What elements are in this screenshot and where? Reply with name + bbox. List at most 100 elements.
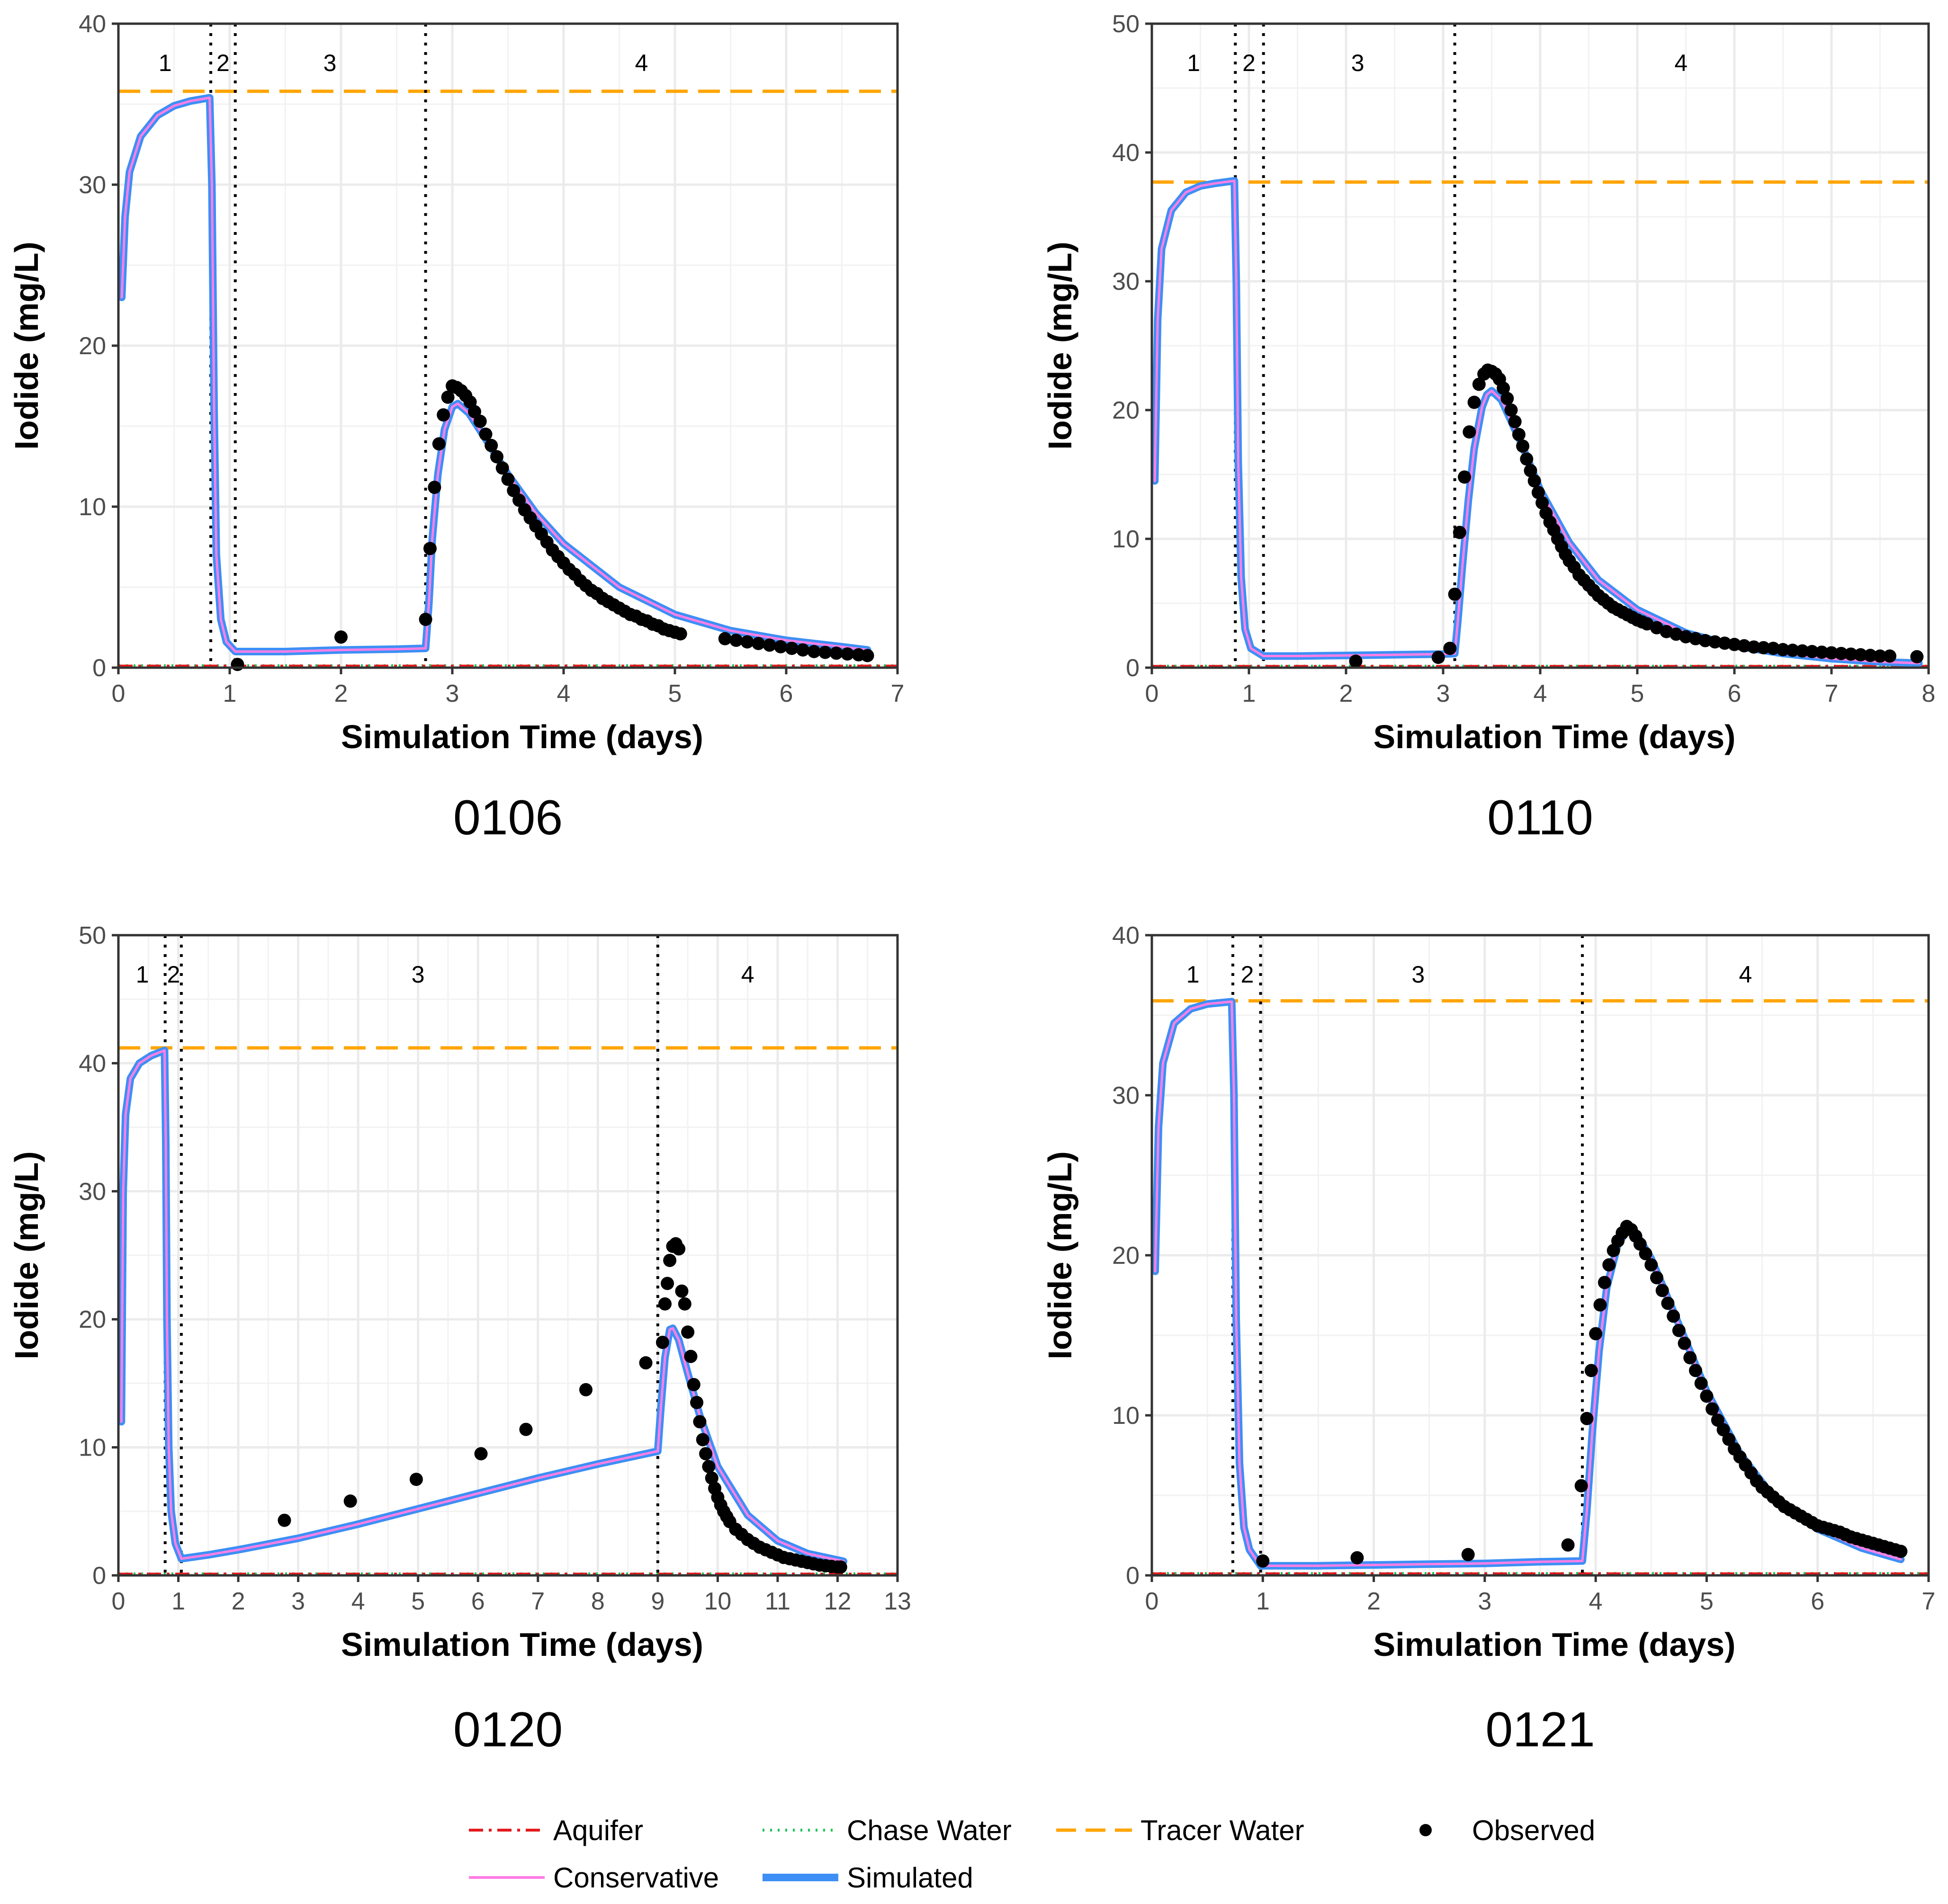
observed-point bbox=[1589, 1327, 1603, 1341]
observed-point bbox=[1706, 1402, 1719, 1416]
observed-point bbox=[1834, 647, 1848, 661]
x-tick-label: 13 bbox=[884, 1588, 911, 1615]
x-tick-label: 6 bbox=[780, 680, 793, 707]
observed-point bbox=[501, 473, 515, 486]
phase-label: 2 bbox=[216, 50, 230, 76]
observed-point bbox=[861, 649, 874, 662]
observed-point bbox=[1531, 486, 1545, 500]
observed-point bbox=[1508, 415, 1522, 429]
observed-point bbox=[1497, 381, 1510, 395]
x-tick-label: 4 bbox=[351, 1588, 365, 1615]
observed-point bbox=[474, 1447, 488, 1461]
y-tick-label: 50 bbox=[79, 922, 106, 949]
observed-point bbox=[485, 438, 498, 452]
observed-point bbox=[1500, 392, 1514, 405]
observed-point bbox=[673, 627, 687, 641]
observed-point bbox=[1864, 649, 1877, 662]
x-tick-label: 12 bbox=[824, 1588, 852, 1615]
observed-point bbox=[1815, 645, 1829, 659]
observed-point bbox=[1512, 428, 1526, 441]
x-tick-label: 4 bbox=[1534, 680, 1547, 707]
observed-point bbox=[1757, 641, 1770, 654]
x-axis-title: Simulation Time (days) bbox=[1373, 718, 1736, 755]
x-tick-label: 3 bbox=[1436, 680, 1450, 707]
x-axis-title: Simulation Time (days) bbox=[1373, 1626, 1736, 1663]
observed-point bbox=[1672, 1323, 1686, 1337]
observed-point bbox=[1349, 654, 1363, 668]
observed-point bbox=[1639, 1247, 1652, 1260]
observed-point bbox=[1463, 425, 1476, 439]
observed-point bbox=[1458, 470, 1472, 484]
x-tick-label: 8 bbox=[1922, 680, 1936, 707]
observed-point bbox=[1633, 1237, 1647, 1251]
observed-point bbox=[334, 630, 348, 644]
legend-item-simulated: Simulated bbox=[763, 1862, 973, 1894]
x-tick-label: 0 bbox=[112, 680, 126, 707]
phase-label: 2 bbox=[1241, 961, 1254, 988]
observed-point bbox=[1256, 1554, 1270, 1568]
observed-point bbox=[1786, 644, 1799, 657]
observed-point bbox=[1698, 634, 1712, 647]
x-tick-label: 2 bbox=[334, 680, 348, 707]
observed-point bbox=[1584, 1364, 1598, 1377]
panel-title: 0110 bbox=[1487, 790, 1593, 845]
x-tick-label: 7 bbox=[1825, 680, 1839, 707]
phase-label: 4 bbox=[1674, 50, 1688, 76]
observed-point bbox=[1711, 1413, 1724, 1427]
observed-point bbox=[1448, 587, 1462, 601]
legend-item-aquifer: Aquifer bbox=[469, 1815, 643, 1846]
observed-point bbox=[1825, 646, 1838, 660]
observed-point bbox=[696, 1433, 709, 1447]
x-tick-label: 3 bbox=[291, 1588, 305, 1615]
observed-point bbox=[1776, 643, 1790, 656]
observed-point bbox=[1678, 1336, 1691, 1350]
observed-point bbox=[639, 1356, 653, 1370]
phase-label: 1 bbox=[1186, 961, 1200, 988]
observed-point bbox=[774, 640, 788, 653]
x-tick-label: 11 bbox=[765, 1588, 790, 1615]
observed-point bbox=[740, 635, 754, 649]
observed-point bbox=[1700, 1389, 1714, 1403]
observed-point bbox=[1661, 1296, 1675, 1310]
legend: Aquifer Chase Water Tracer Water Observed Co… bbox=[469, 1815, 1595, 1894]
observed-point bbox=[687, 1378, 700, 1392]
observed-point bbox=[343, 1494, 357, 1508]
phase-label: 1 bbox=[136, 961, 149, 988]
observed-point bbox=[490, 450, 503, 464]
observed-point bbox=[428, 481, 441, 494]
observed-point bbox=[1650, 1271, 1663, 1285]
observed-point bbox=[658, 1297, 672, 1311]
observed-point bbox=[1516, 439, 1530, 453]
y-axis-title: Iodide (mg/L) bbox=[1041, 241, 1078, 449]
x-tick-label: 7 bbox=[1922, 1588, 1936, 1615]
observed-point bbox=[655, 1335, 669, 1349]
y-tick-label: 0 bbox=[92, 654, 106, 682]
y-tick-label: 30 bbox=[79, 1178, 106, 1206]
y-tick-label: 30 bbox=[1112, 1082, 1140, 1109]
observed-point bbox=[841, 647, 854, 661]
x-tick-label: 3 bbox=[446, 680, 459, 707]
observed-point bbox=[678, 1297, 691, 1311]
observed-point bbox=[1431, 651, 1445, 664]
observed-point bbox=[1443, 642, 1457, 655]
observed-point bbox=[699, 1447, 713, 1461]
phase-label: 4 bbox=[1739, 961, 1752, 988]
panel-title: 0120 bbox=[453, 1702, 563, 1757]
observed-point bbox=[473, 414, 487, 428]
y-tick-label: 30 bbox=[79, 171, 106, 199]
y-tick-label: 40 bbox=[79, 1050, 106, 1077]
x-tick-label: 0 bbox=[1145, 680, 1159, 707]
x-tick-label: 5 bbox=[1700, 1588, 1714, 1615]
observed-point bbox=[437, 408, 450, 422]
y-tick-label: 0 bbox=[92, 1562, 106, 1590]
legend-label: Simulated bbox=[847, 1862, 973, 1894]
observed-point bbox=[495, 461, 509, 475]
y-tick-label: 20 bbox=[1112, 397, 1140, 424]
observed-point bbox=[729, 634, 743, 647]
observed-point bbox=[1805, 645, 1819, 658]
observed-point bbox=[1718, 636, 1732, 650]
observed-point bbox=[752, 637, 765, 650]
phase-label: 1 bbox=[159, 50, 172, 76]
legend-label: Observed bbox=[1472, 1815, 1595, 1846]
